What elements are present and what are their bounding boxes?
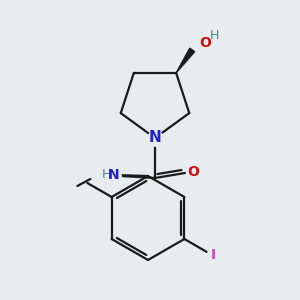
Text: O: O xyxy=(187,165,199,179)
Text: I: I xyxy=(210,248,215,262)
Text: H: H xyxy=(209,29,219,42)
Text: H: H xyxy=(101,169,111,182)
Polygon shape xyxy=(176,48,195,73)
Text: O: O xyxy=(199,36,211,50)
Text: N: N xyxy=(108,168,120,182)
Text: N: N xyxy=(148,130,161,146)
